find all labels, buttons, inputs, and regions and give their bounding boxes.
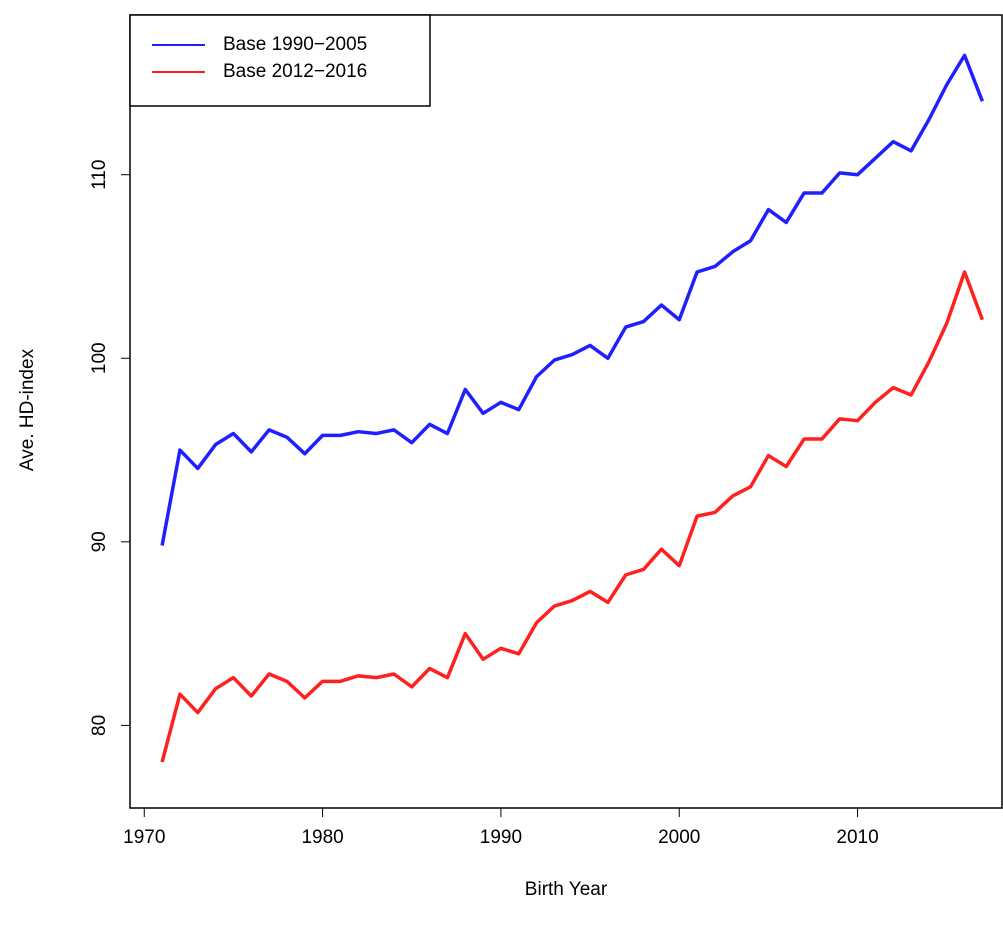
y-tick-label: 110 bbox=[89, 160, 110, 190]
series-line bbox=[160, 270, 985, 763]
series-line bbox=[160, 53, 985, 546]
y-tick-label: 100 bbox=[89, 342, 110, 374]
x-tick-label: 2000 bbox=[658, 827, 700, 848]
legend-box bbox=[129, 14, 431, 107]
y-axis-title: Ave. HD-index bbox=[17, 348, 38, 471]
x-tick-label: 2010 bbox=[836, 827, 878, 848]
x-tick-label: 1980 bbox=[301, 827, 343, 848]
legend-label: Base 2012−2016 bbox=[223, 61, 367, 82]
x-tick-label: 1990 bbox=[480, 827, 522, 848]
legend-label: Base 1990−2005 bbox=[223, 34, 367, 55]
plot-frame bbox=[129, 14, 1003, 809]
x-tick-label: 1970 bbox=[123, 827, 165, 848]
x-axis-title: Birth Year bbox=[525, 879, 608, 900]
y-tick-label: 80 bbox=[89, 715, 110, 736]
y-tick-label: 90 bbox=[89, 531, 110, 552]
